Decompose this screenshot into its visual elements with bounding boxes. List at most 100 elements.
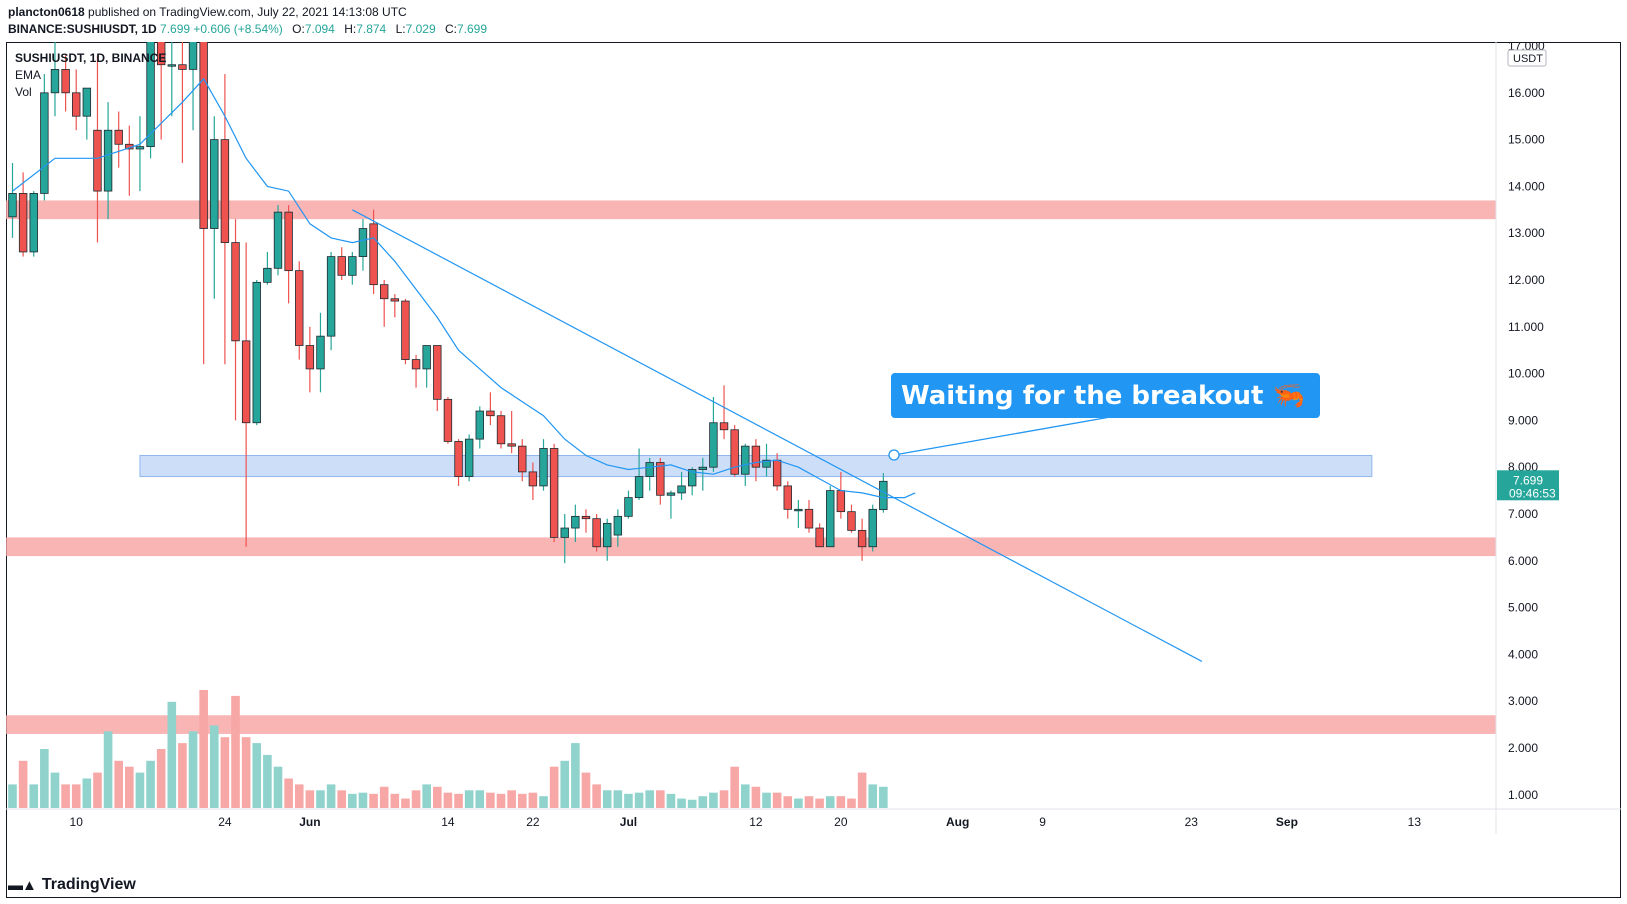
candle-body[interactable] xyxy=(156,42,166,66)
candle-body[interactable] xyxy=(454,441,463,477)
candle-body[interactable] xyxy=(18,193,28,253)
candle-body[interactable] xyxy=(295,270,304,346)
candle-body[interactable] xyxy=(199,42,208,229)
candle-body[interactable] xyxy=(422,345,431,370)
volume-bar xyxy=(305,790,315,808)
candle-body[interactable] xyxy=(486,410,495,417)
candle-body[interactable] xyxy=(82,87,92,117)
candle-body[interactable] xyxy=(50,68,60,94)
candle-body[interactable] xyxy=(348,256,357,276)
candle-body[interactable] xyxy=(783,485,792,510)
last-price-marker[interactable] xyxy=(1497,470,1559,501)
candle-body[interactable] xyxy=(815,527,824,548)
resistance-zone-0[interactable] xyxy=(6,200,1496,220)
candle-body[interactable] xyxy=(146,42,155,148)
candle-body[interactable] xyxy=(114,129,123,145)
candle-body[interactable] xyxy=(857,529,867,548)
candle-body[interactable] xyxy=(252,281,261,424)
callout-box[interactable] xyxy=(891,373,1320,418)
candle-body[interactable] xyxy=(358,228,368,258)
candle-body[interactable] xyxy=(528,471,538,487)
candle-body[interactable] xyxy=(369,223,378,286)
candle-body[interactable] xyxy=(496,415,506,445)
candle-body[interactable] xyxy=(433,345,442,400)
candle-body[interactable] xyxy=(167,64,176,67)
candle-body[interactable] xyxy=(284,211,293,272)
candle-body[interactable] xyxy=(687,469,697,487)
candle-body[interactable] xyxy=(645,462,654,477)
candle-body[interactable] xyxy=(804,508,814,529)
candle-body[interactable] xyxy=(231,242,240,342)
candle-body[interactable] xyxy=(93,129,102,192)
candle-body[interactable] xyxy=(549,448,559,538)
candle-body[interactable] xyxy=(581,515,591,520)
candle-body[interactable] xyxy=(411,359,421,370)
candle-body[interactable] xyxy=(379,284,389,300)
candle-body[interactable] xyxy=(401,300,410,360)
candle-body[interactable] xyxy=(741,445,750,475)
candle-body[interactable] xyxy=(443,398,453,442)
descending-trendline[interactable] xyxy=(352,209,1203,662)
candle-body[interactable] xyxy=(592,518,601,548)
candle-body[interactable] xyxy=(220,139,230,243)
candle-body[interactable] xyxy=(390,298,400,302)
candle-body[interactable] xyxy=(772,459,782,487)
candle-body[interactable] xyxy=(241,340,251,424)
candle-body[interactable] xyxy=(730,429,739,475)
candle-body[interactable] xyxy=(29,193,38,253)
candle-body[interactable] xyxy=(103,129,113,192)
candle-body[interactable] xyxy=(61,68,70,94)
candle-body[interactable] xyxy=(624,497,633,517)
candle-body[interactable] xyxy=(847,511,856,531)
candle-body[interactable] xyxy=(316,335,325,370)
legend-vol[interactable]: Vol xyxy=(15,85,32,99)
candle-body[interactable] xyxy=(666,492,676,496)
candle-body[interactable] xyxy=(571,515,580,529)
candle-body[interactable] xyxy=(826,490,835,548)
candle-body[interactable] xyxy=(507,443,516,447)
candle-body[interactable] xyxy=(603,522,612,548)
candle-body[interactable] xyxy=(560,527,569,538)
candle-body[interactable] xyxy=(751,445,761,468)
candle-body[interactable] xyxy=(677,485,686,494)
candle-body[interactable] xyxy=(326,256,336,337)
candle-body[interactable] xyxy=(210,139,219,229)
candle-body[interactable] xyxy=(305,345,315,370)
candle-body[interactable] xyxy=(719,422,729,431)
legend-ema[interactable]: EMA xyxy=(15,68,42,82)
candle-body[interactable] xyxy=(613,515,623,536)
candle-body[interactable] xyxy=(709,422,718,468)
candle-body[interactable] xyxy=(188,42,198,70)
candle-body[interactable] xyxy=(178,64,187,70)
volume-bar xyxy=(868,784,878,808)
candle-body[interactable] xyxy=(879,480,888,511)
candle-body[interactable] xyxy=(273,211,283,269)
candle-body[interactable] xyxy=(135,146,145,150)
candle-body[interactable] xyxy=(836,490,846,513)
volume-zone-3[interactable] xyxy=(6,715,1496,734)
candle-body[interactable] xyxy=(868,508,877,548)
callout-anchor[interactable] xyxy=(888,449,900,461)
candle-body[interactable] xyxy=(656,462,665,496)
time-tick-label: 24 xyxy=(218,815,232,829)
candle-body[interactable] xyxy=(464,438,474,477)
resistance-zone-2[interactable] xyxy=(6,537,1496,557)
candle-body[interactable] xyxy=(794,508,803,512)
candle-body[interactable] xyxy=(8,193,17,218)
candle-body[interactable] xyxy=(263,267,272,283)
author[interactable]: plancton0618 xyxy=(8,5,85,19)
legend-title[interactable]: SUSHIUSDT, 1D, BINANCE xyxy=(15,51,167,65)
candle-body[interactable] xyxy=(72,92,81,117)
candle-body[interactable] xyxy=(539,448,548,487)
currency-badge[interactable] xyxy=(1507,49,1547,67)
candle-body[interactable] xyxy=(634,476,644,499)
price-chart[interactable]: Waiting for the breakout 🦐 17.000 16.000 15… xyxy=(6,42,1621,834)
ema-line[interactable] xyxy=(12,77,916,499)
candle-body[interactable] xyxy=(762,459,771,468)
candle-body[interactable] xyxy=(518,445,527,473)
candle-body[interactable] xyxy=(475,410,484,440)
candle-body[interactable] xyxy=(698,466,707,470)
tradingview-footer[interactable]: ▬▲ TradingView xyxy=(8,876,136,894)
candle-body[interactable] xyxy=(337,256,346,276)
candle-body[interactable] xyxy=(40,92,49,194)
